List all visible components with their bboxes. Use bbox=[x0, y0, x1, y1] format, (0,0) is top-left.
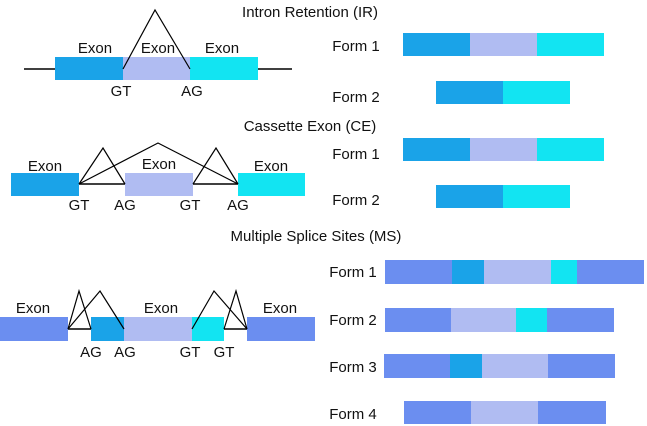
ms-exon-left bbox=[0, 317, 68, 341]
ms-form1-seg5 bbox=[577, 260, 644, 284]
ms-form4-bar bbox=[404, 401, 606, 424]
ir-exon-right bbox=[190, 57, 258, 80]
ce-arc-left bbox=[78, 146, 126, 185]
ms-alt-region-cyan bbox=[192, 317, 224, 341]
ir-section: Intron Retention (IR) Exon Exon Exon GT … bbox=[24, 4, 604, 106]
ms-title: Multiple Splice Sites (MS) bbox=[231, 228, 402, 245]
ms-form2-label: Form 2 bbox=[329, 312, 377, 329]
ir-form2-bar bbox=[436, 81, 570, 104]
ir-ag-label: AG bbox=[181, 83, 203, 100]
ms-gt1-label: GT bbox=[180, 344, 201, 361]
ms-form3-seg2 bbox=[450, 354, 482, 378]
ir-form1-seg3 bbox=[537, 33, 604, 56]
ir-form1-seg2 bbox=[470, 33, 537, 56]
ms-arc-right-inner bbox=[223, 288, 248, 330]
ce-exon-right-label: Exon bbox=[254, 158, 288, 175]
ms-arc-right-outer bbox=[191, 289, 248, 330]
ms-section: Multiple Splice Sites (MS) Exon Exon Exo… bbox=[0, 228, 644, 424]
ms-form3-label: Form 3 bbox=[329, 359, 377, 376]
ms-form3-seg3 bbox=[482, 354, 548, 378]
ce-exon-left bbox=[11, 173, 79, 196]
ir-exon-mid-label: Exon bbox=[141, 40, 175, 57]
ms-form1-seg3 bbox=[484, 260, 551, 284]
ms-form2-seg2 bbox=[451, 308, 516, 332]
ir-splice-arc bbox=[122, 8, 191, 70]
ir-intron-retained bbox=[123, 57, 190, 80]
ms-form4-seg3 bbox=[538, 401, 606, 424]
ms-ag2-label: AG bbox=[114, 344, 136, 361]
ms-form3-seg1 bbox=[384, 354, 450, 378]
ms-form2-seg4 bbox=[547, 308, 614, 332]
ce-ag1-label: AG bbox=[114, 197, 136, 214]
ms-arc-left-inner bbox=[67, 288, 92, 330]
ms-form3-bar bbox=[384, 354, 615, 378]
ce-form2-seg2 bbox=[503, 185, 570, 208]
ir-exon-left-label: Exon bbox=[78, 40, 112, 57]
ms-form2-seg3 bbox=[516, 308, 547, 332]
ce-gt1-label: GT bbox=[69, 197, 90, 214]
ir-form1-label: Form 1 bbox=[332, 38, 380, 55]
ce-ag2-label: AG bbox=[227, 197, 249, 214]
ce-form1-seg1 bbox=[403, 138, 470, 161]
ir-form1-seg1 bbox=[403, 33, 470, 56]
ce-arc-skip bbox=[78, 142, 239, 185]
ir-exon-left bbox=[55, 57, 123, 80]
ir-form2-seg1 bbox=[436, 81, 503, 104]
ir-title: Intron Retention (IR) bbox=[242, 4, 378, 21]
ce-arc-right bbox=[192, 146, 239, 185]
ce-form1-seg2 bbox=[470, 138, 537, 161]
ms-exon-right-label: Exon bbox=[263, 300, 297, 317]
ms-form2-bar bbox=[385, 308, 614, 332]
ce-form1-label: Form 1 bbox=[332, 146, 380, 163]
ms-ag1-label: AG bbox=[80, 344, 102, 361]
ir-form1-bar bbox=[403, 33, 604, 56]
ce-exon-right bbox=[238, 173, 305, 196]
ms-form1-label: Form 1 bbox=[329, 264, 377, 281]
ms-exon-left-label: Exon bbox=[16, 300, 50, 317]
ms-exon-mid-label: Exon bbox=[144, 300, 178, 317]
ms-exon-mid bbox=[124, 317, 192, 341]
ms-form4-seg1 bbox=[404, 401, 471, 424]
ce-title: Cassette Exon (CE) bbox=[244, 118, 377, 135]
ms-arc-left-outer bbox=[67, 289, 125, 330]
ms-form1-bar bbox=[385, 260, 644, 284]
ce-form1-bar bbox=[403, 138, 604, 161]
ce-form2-seg1 bbox=[436, 185, 503, 208]
ms-form4-label: Form 4 bbox=[329, 406, 377, 423]
ce-exon-mid-label: Exon bbox=[142, 156, 176, 173]
ir-exon-right-label: Exon bbox=[205, 40, 239, 57]
ms-form1-seg1 bbox=[385, 260, 452, 284]
ms-form3-seg4 bbox=[548, 354, 615, 378]
ir-form2-label: Form 2 bbox=[332, 89, 380, 106]
ce-form2-bar bbox=[436, 185, 570, 208]
ir-gt-label: GT bbox=[111, 83, 132, 100]
ce-form2-label: Form 2 bbox=[332, 192, 380, 209]
ir-form2-seg2 bbox=[503, 81, 570, 104]
ms-form1-seg2 bbox=[452, 260, 484, 284]
ce-form1-seg3 bbox=[537, 138, 604, 161]
ce-exon-left-label: Exon bbox=[28, 158, 62, 175]
ms-form1-seg4 bbox=[551, 260, 577, 284]
ms-form2-seg1 bbox=[385, 308, 451, 332]
ms-form4-seg2 bbox=[471, 401, 538, 424]
ms-exon-right bbox=[247, 317, 315, 341]
ms-gt2-label: GT bbox=[214, 344, 235, 361]
ce-cassette-exon bbox=[125, 173, 193, 196]
ce-section: Cassette Exon (CE) Exon Exon Exon GT AG … bbox=[11, 118, 604, 214]
ce-gt2-label: GT bbox=[180, 197, 201, 214]
